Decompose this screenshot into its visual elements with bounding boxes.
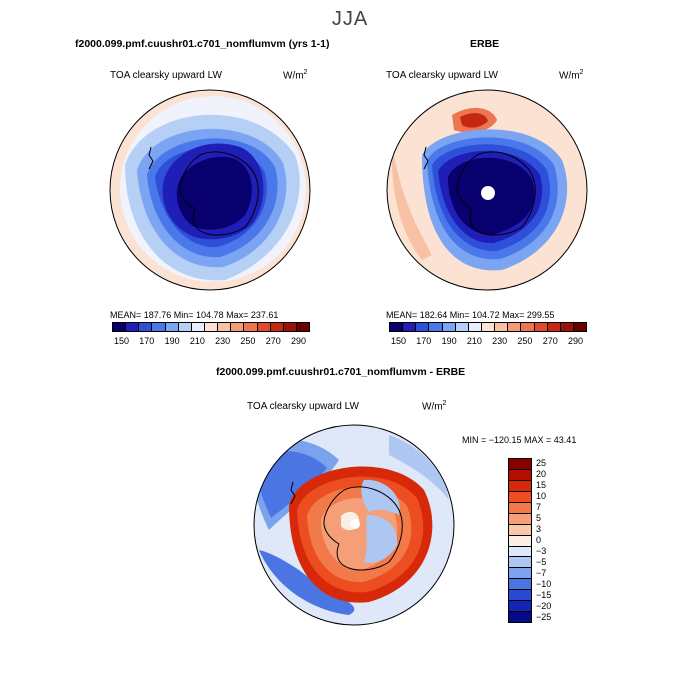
- diff-panel-stats: MIN = −120.15 MAX = 43.41: [462, 435, 577, 445]
- colorbar-label: 270: [265, 336, 281, 346]
- panel-2-stats: MEAN= 182.64 Min= 104.72 Max= 299.55: [386, 310, 555, 320]
- colorbar-label: 230: [492, 336, 508, 346]
- colorbar-label: 250: [517, 336, 533, 346]
- colorbar-swatch: [191, 323, 205, 331]
- colorbar-swatch: [509, 524, 531, 536]
- colorbar-label: 10: [536, 490, 547, 501]
- colorbar-label: 210: [189, 336, 205, 346]
- diff-panel-colorbar: [508, 458, 532, 623]
- figure-title: JJA: [331, 8, 369, 30]
- colorbar-swatch: [508, 323, 522, 331]
- colorbar-swatch: [178, 323, 192, 331]
- colorbar-swatch: [509, 568, 531, 580]
- colorbar-label: 190: [441, 336, 457, 346]
- colorbar-label: −10: [536, 578, 552, 589]
- colorbar-swatch: [509, 513, 531, 525]
- colorbar-swatch: [547, 323, 561, 331]
- diff-panel-variable-label: TOA clearsky upward LW: [247, 401, 359, 412]
- colorbar-swatch: [509, 480, 531, 492]
- colorbar-label: 15: [536, 479, 547, 490]
- colorbar-swatch: [231, 323, 245, 331]
- panel-2-title: ERBE: [470, 38, 500, 50]
- panel-1-units: W/m2: [283, 69, 308, 82]
- panel-1-colorbar: [112, 322, 310, 332]
- panel-1-title: f2000.099.pmf.cuushr01.c701_nomflumvm (y…: [75, 38, 330, 50]
- colorbar-swatch: [481, 323, 496, 331]
- colorbar-swatch: [509, 535, 531, 547]
- panel-1-colorbar-labels: 150 170 190 210 230 250 270 290: [114, 336, 306, 346]
- colorbar-label: 150: [391, 336, 407, 346]
- diff-panel-colorbar-labels: 25 20 15 10 7 5 3 0 −3 −5 −7 −10 −15 −20 −25: [536, 458, 576, 623]
- colorbar-swatch: [509, 557, 531, 569]
- colorbar-swatch: [139, 323, 153, 331]
- colorbar-swatch: [509, 469, 531, 481]
- colorbar-label: 0: [536, 534, 542, 545]
- colorbar-label: −5: [536, 556, 547, 567]
- colorbar-swatch: [283, 323, 297, 331]
- colorbar-swatch: [455, 323, 469, 331]
- colorbar-swatch: [560, 323, 574, 331]
- colorbar-swatch: [403, 323, 417, 331]
- colorbar-swatch: [509, 579, 531, 591]
- panel-2-colorbar-labels: 150 170 190 210 230 250 270 290: [391, 336, 583, 346]
- colorbar-swatch: [495, 323, 509, 331]
- colorbar-label: 190: [164, 336, 180, 346]
- colorbar-swatch: [218, 323, 232, 331]
- panel-2-units: W/m2: [559, 69, 584, 82]
- colorbar-swatch: [509, 546, 531, 558]
- colorbar-swatch: [509, 612, 531, 623]
- colorbar-swatch: [509, 590, 531, 602]
- colorbar-swatch: [468, 323, 482, 331]
- colorbar-label: −25: [536, 611, 552, 622]
- colorbar-swatch: [257, 323, 271, 331]
- colorbar-swatch: [113, 323, 127, 331]
- colorbar-swatch: [126, 323, 140, 331]
- colorbar-swatch: [509, 491, 531, 503]
- colorbar-swatch: [509, 502, 531, 514]
- colorbar-swatch: [296, 323, 310, 331]
- colorbar-label: 150: [114, 336, 130, 346]
- colorbar-label: 210: [466, 336, 482, 346]
- colorbar-label: −15: [536, 589, 552, 600]
- colorbar-label: 170: [416, 336, 432, 346]
- panel-1-polar-map: [109, 89, 311, 291]
- colorbar-swatch: [390, 323, 404, 331]
- diff-panel-units: W/m2: [422, 400, 447, 413]
- panel-2-variable-label: TOA clearsky upward LW: [386, 70, 498, 81]
- colorbar-swatch: [573, 323, 587, 331]
- colorbar-swatch: [270, 323, 284, 331]
- colorbar-label: 270: [542, 336, 558, 346]
- colorbar-label: 290: [290, 336, 306, 346]
- colorbar-swatch: [534, 323, 548, 331]
- colorbar-swatch: [204, 323, 219, 331]
- colorbar-label: 170: [139, 336, 155, 346]
- colorbar-label: 20: [536, 468, 547, 479]
- panel-1-variable-label: TOA clearsky upward LW: [110, 70, 222, 81]
- colorbar-label: 25: [536, 457, 547, 468]
- colorbar-swatch: [416, 323, 430, 331]
- diff-panel-title: f2000.099.pmf.cuushr01.c701_nomflumvm - …: [216, 366, 466, 378]
- colorbar-swatch: [442, 323, 456, 331]
- colorbar-swatch: [152, 323, 166, 331]
- colorbar-label: −20: [536, 600, 552, 611]
- colorbar-label: 250: [240, 336, 256, 346]
- colorbar-label: 3: [536, 523, 542, 534]
- colorbar-swatch: [165, 323, 179, 331]
- panel-2-polar-map: [386, 89, 588, 291]
- colorbar-label: −3: [536, 545, 547, 556]
- panel-1-stats: MEAN= 187.76 Min= 104.78 Max= 237.61: [110, 310, 279, 320]
- colorbar-label: −7: [536, 567, 547, 578]
- colorbar-swatch: [509, 601, 531, 613]
- diff-panel-polar-map: [253, 424, 455, 626]
- panel-2-colorbar: [389, 322, 587, 332]
- colorbar-label: 290: [567, 336, 583, 346]
- colorbar-swatch: [429, 323, 443, 331]
- colorbar-swatch: [244, 323, 258, 331]
- colorbar-label: 5: [536, 512, 542, 523]
- colorbar-label: 230: [215, 336, 231, 346]
- colorbar-swatch: [509, 459, 531, 470]
- colorbar-label: 7: [536, 501, 542, 512]
- colorbar-swatch: [521, 323, 535, 331]
